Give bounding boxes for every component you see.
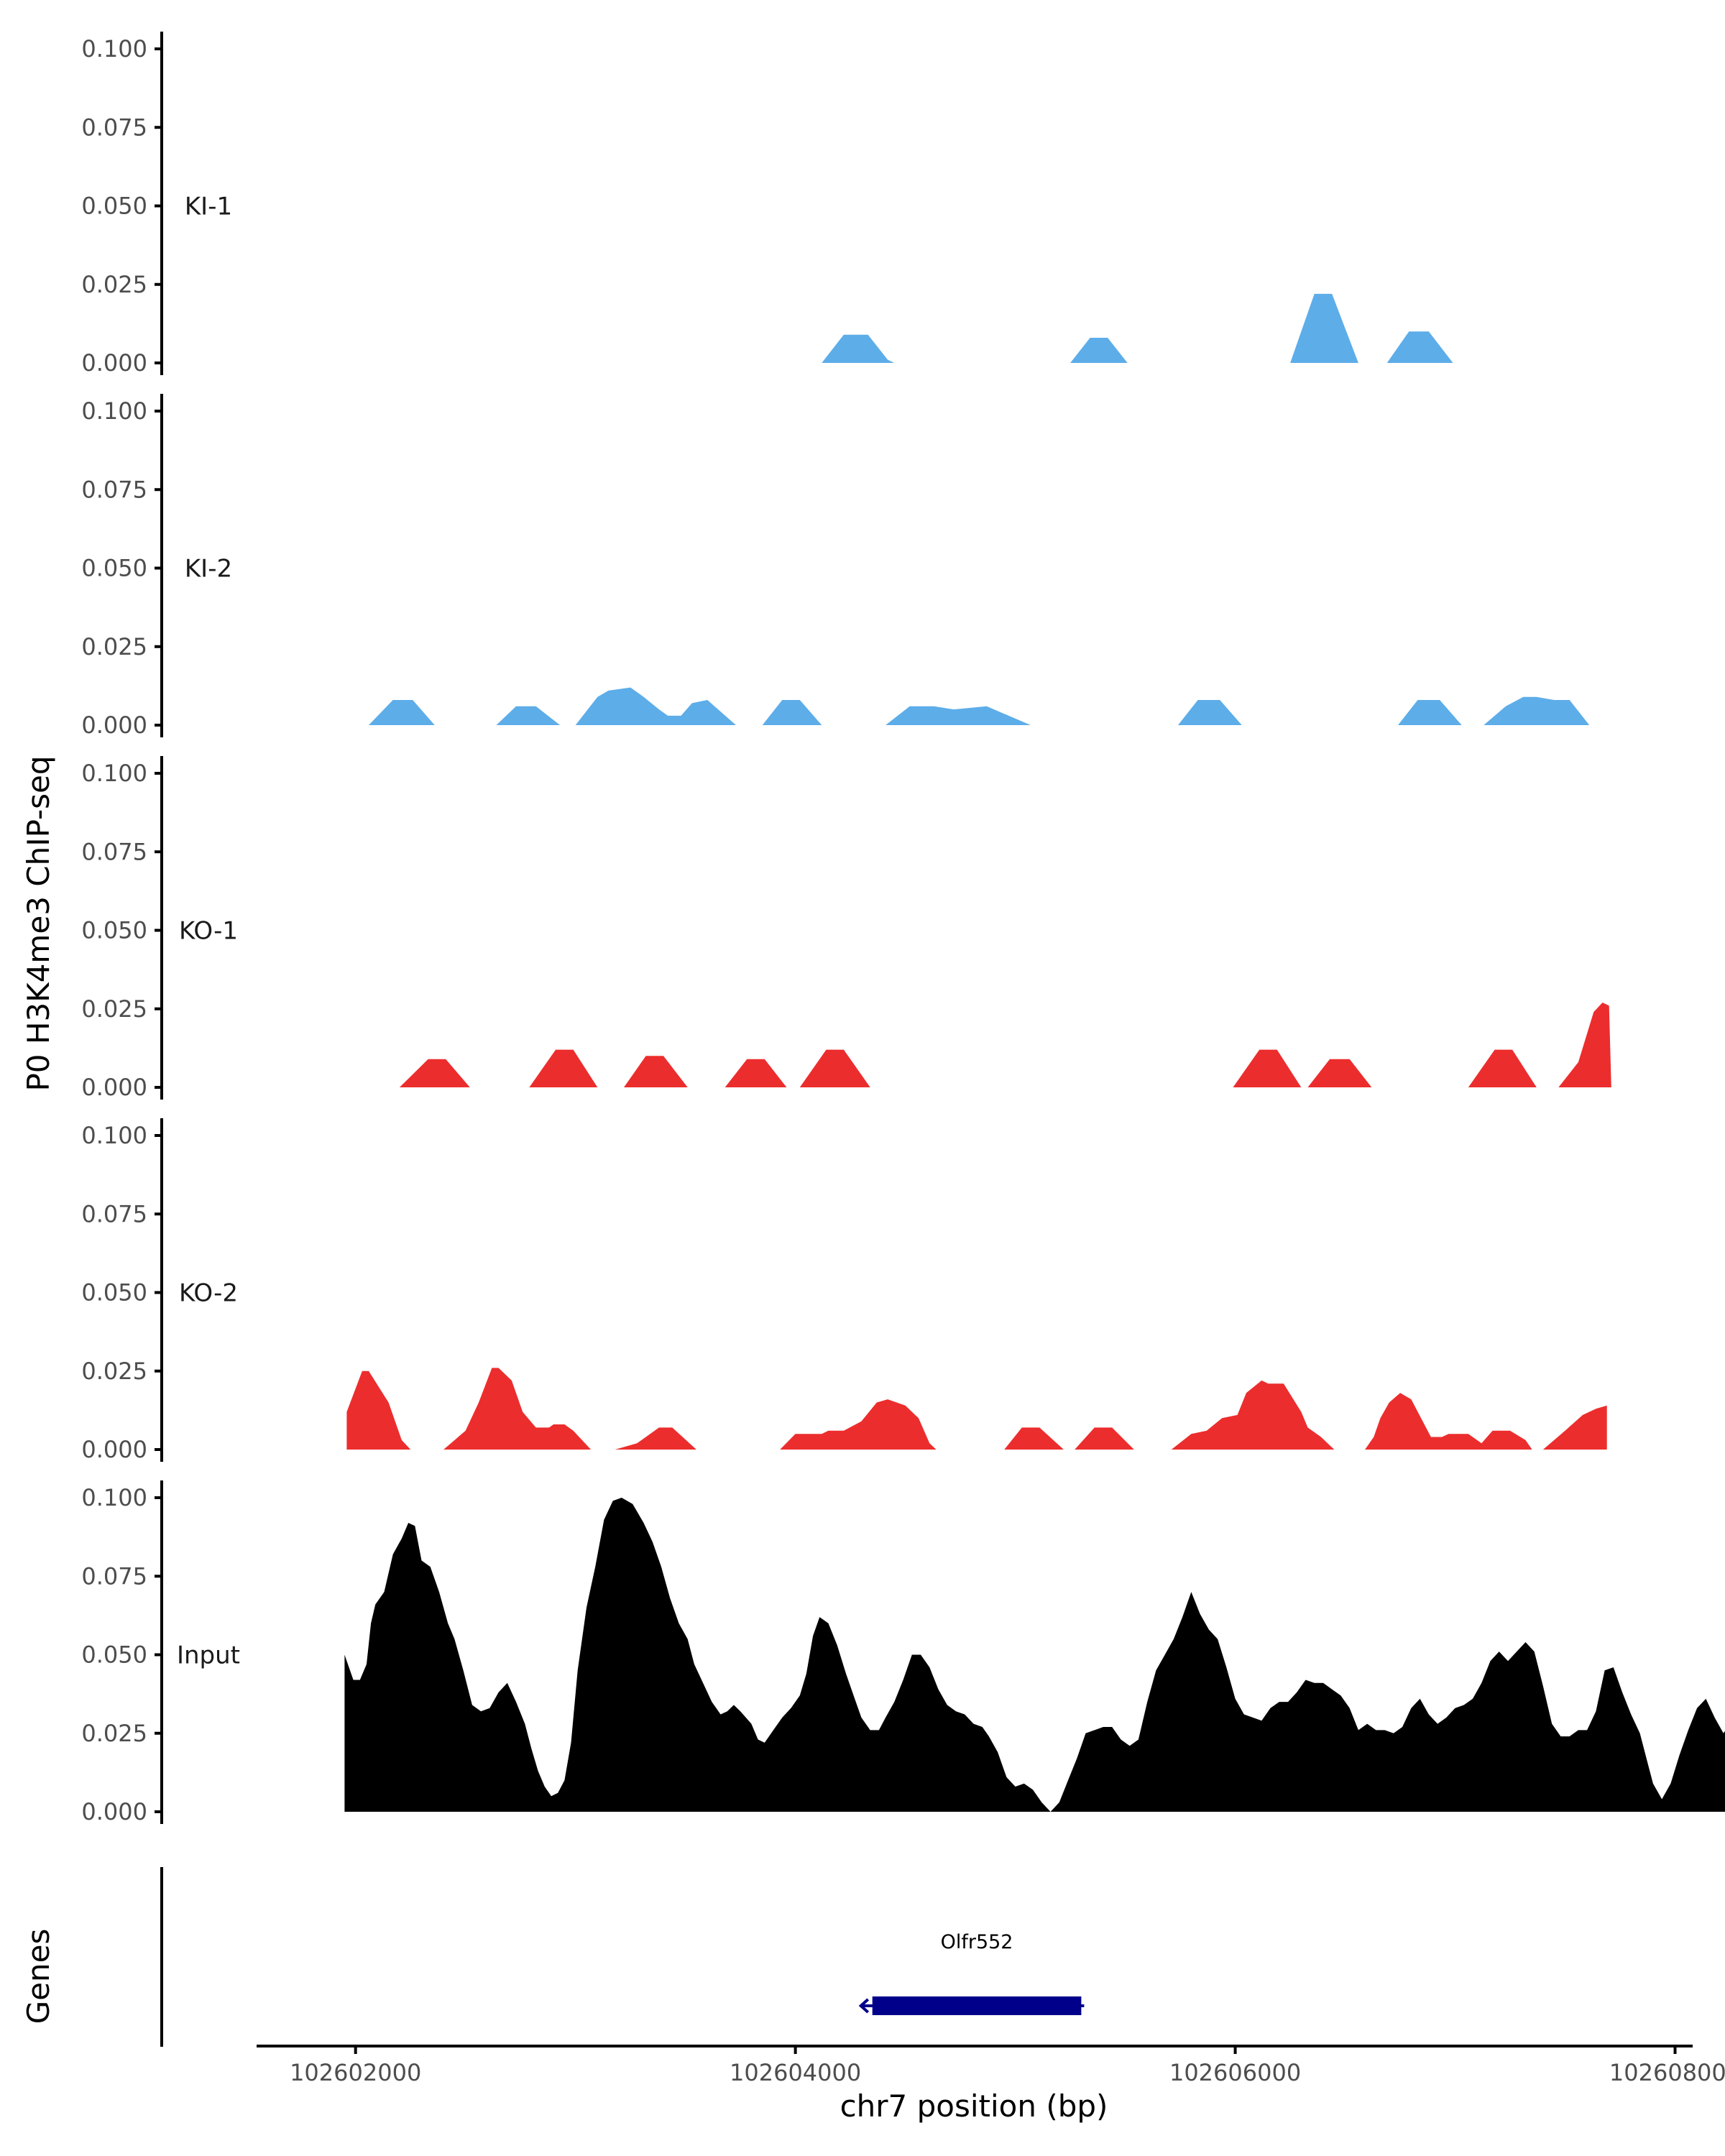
y-tick-label: 0.075 [81,838,147,865]
y-tick-label: 0.025 [81,1720,147,1747]
signal-peak [724,1059,787,1087]
signal-peak [529,1049,598,1087]
y-tick-label: 0.025 [81,271,147,298]
y-tick-label: 0.100 [81,1122,147,1149]
y-tick-label: 0.000 [81,1436,147,1463]
y-tick-label: 0.100 [81,35,147,63]
signal-peak [762,700,822,725]
x-tick-label: 102602000 [290,2059,421,2086]
track-panel-input: 0.000 0.025 0.050 0.075 0.100 Input [81,1480,1725,1825]
x-tick-label: 102604000 [730,2059,861,2086]
gene-name-label: Olfr552 [941,1931,1013,1953]
signal-peak [799,1049,870,1087]
signal-peak [575,687,736,725]
track-label: KI-1 [185,193,232,221]
y-tick-label: 0.050 [81,555,147,582]
signal-peak [1070,338,1128,363]
signal-peak [1307,1059,1372,1087]
y-tick-label: 0.100 [81,760,147,787]
y-tick-label: 0.000 [81,1798,147,1825]
signal-peak [1558,1003,1611,1087]
y-tick-label: 0.050 [81,917,147,944]
track-panel-ki-1: 0.000 0.025 0.050 0.075 0.100 KI-1 [81,32,1453,377]
y-tick-label: 0.000 [81,1074,147,1101]
track-panel-ko-2: 0.000 0.025 0.050 0.075 0.100 KO-2 [81,1118,1607,1463]
x-axis-title: chr7 position (bp) [840,2088,1108,2124]
x-tick-label: 102606000 [1169,2059,1301,2086]
signal-peak [443,1368,592,1450]
signal-peak [1004,1427,1064,1450]
signal-peak [615,1427,696,1450]
y-tick-label: 0.075 [81,1200,147,1227]
y-tick-label: 0.100 [81,1484,147,1511]
x-axis: 102602000 102604000 102606000 102608000 [257,2045,1725,2086]
y-tick-label: 0.075 [81,114,147,141]
y-tick-label: 0.000 [81,711,147,739]
y-tick-label: 0.025 [81,1358,147,1385]
y-tick-label: 0.050 [81,1279,147,1307]
y-tick-label: 0.075 [81,1562,147,1590]
y-tick-label: 0.025 [81,995,147,1023]
signal-peak [1178,700,1242,725]
signal-peak [496,706,561,725]
signal-peak [1468,1049,1537,1087]
signal-peak [1365,1393,1532,1450]
signal-peak [399,1059,470,1087]
signal-peak [1484,696,1590,725]
x-tick-label: 102608000 [1609,2059,1725,2086]
signal-peak [1290,293,1358,363]
signal-peak [1233,1049,1302,1087]
y-tick-label: 0.050 [81,193,147,220]
track-label: KI-2 [185,555,232,584]
gene-track-title: Genes [21,1929,56,2024]
signal-peak [1075,1427,1134,1450]
track-label: Input [177,1641,240,1670]
track-panels: 0.0000.0250.0500.0750.100KI-10.0000.0250… [81,32,1725,1825]
track-panel-ki-2: 0.000 0.025 0.050 0.075 0.100 KI-2 [81,394,1590,739]
track-label: KO-2 [179,1279,238,1308]
track-panel-ko-1: 0.000 0.025 0.050 0.075 0.100 KO-1 [81,756,1611,1101]
gene-track: Olfr552 [160,1867,1085,2047]
signal-peak [624,1056,688,1087]
signal-peak [344,1498,1725,1812]
signal-peak [822,334,895,363]
track-label: KO-1 [179,917,238,946]
y-tick-label: 0.025 [81,633,147,660]
strand-arrow-icon [858,1998,870,2014]
signal-peak [886,706,1031,725]
y-tick-label: 0.000 [81,349,147,377]
signal-peak [1386,331,1453,363]
y-tick-label: 0.100 [81,397,147,425]
signal-peak [346,1370,411,1450]
signal-peak [369,700,435,725]
signal-peak [1398,700,1462,725]
signal-peak [780,1399,937,1450]
signal-peak [1542,1405,1607,1450]
y-axis-title: P0 H3K4me3 ChIP-seq [21,755,56,1091]
y-tick-label: 0.075 [81,476,147,503]
signal-peak [1171,1380,1335,1450]
y-tick-label: 0.050 [81,1641,147,1669]
